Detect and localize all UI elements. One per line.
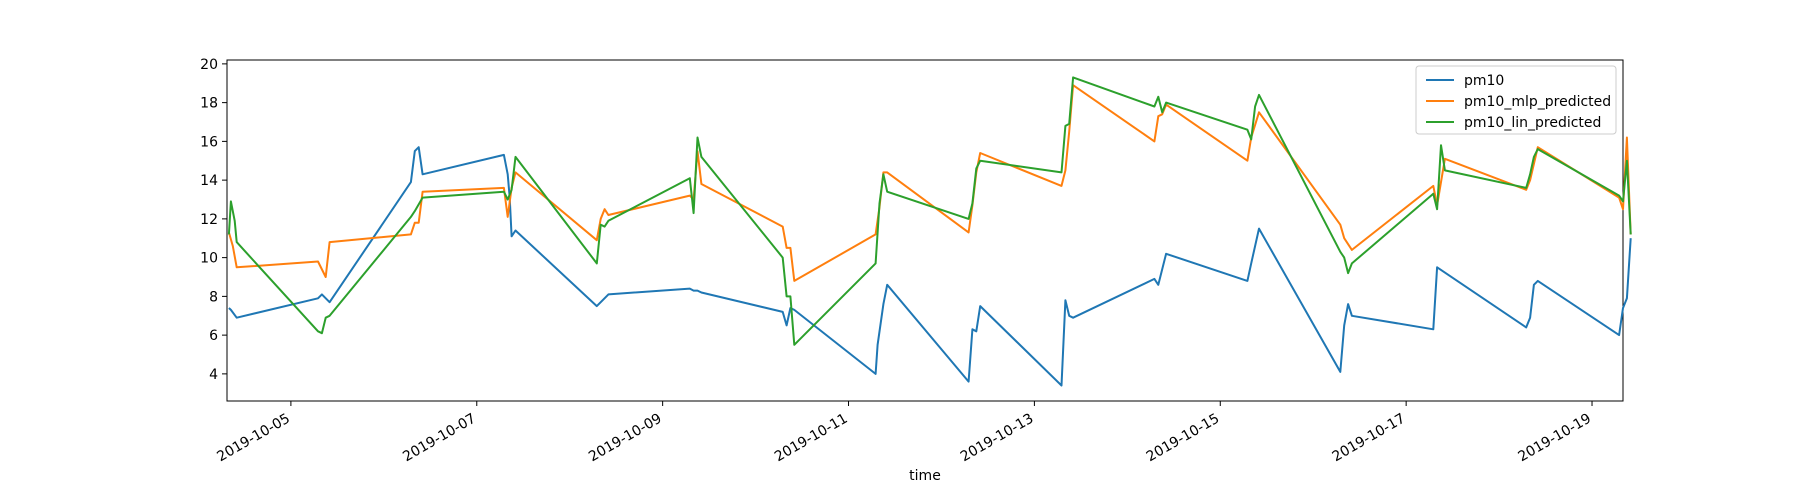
y-tick-label: 12: [200, 212, 218, 228]
y-tick-label: 20: [200, 57, 218, 73]
legend-label-pm10-mlp-predicted: pm10_mlp_predicted: [1464, 94, 1611, 110]
x-tick-label: 2019-10-11: [772, 411, 850, 466]
x-tick-label: 2019-10-13: [958, 411, 1036, 466]
x-axis: 2019-10-05 2019-10-07 2019-10-09 2019-10-11…: [214, 401, 1594, 465]
y-tick-label: 14: [200, 173, 218, 189]
legend-label-pm10: pm10: [1464, 73, 1504, 89]
series-line-pm10: [228, 146, 1632, 387]
y-tick-label: 16: [200, 134, 218, 150]
legend-frame: [1415, 65, 1617, 135]
series-layer: [227, 76, 1632, 387]
x-tick-label: 2019-10-15: [1144, 411, 1222, 466]
x-tick-label: 2019-10-05: [214, 411, 292, 466]
x-axis-label: time: [909, 468, 941, 484]
x-tick-label: 2019-10-17: [1330, 411, 1408, 466]
y-tick-label: 6: [209, 328, 218, 344]
legend-label-pm10-lin-predicted: pm10_lin_predicted: [1464, 115, 1601, 131]
y-tick-label: 4: [209, 367, 218, 383]
legend: pm10 pm10_mlp_predicted pm10_lin_predicted: [1415, 65, 1617, 135]
y-tick-label: 18: [200, 96, 218, 112]
x-tick-label: 2019-10-07: [400, 411, 478, 466]
y-tick-label: 8: [209, 289, 218, 305]
series-line-pm10-lin-predicted: [227, 76, 1632, 346]
plot-area-frame: [226, 59, 1624, 402]
x-tick-label: 2019-10-09: [586, 411, 664, 466]
y-axis: 4 6 8 10 12 14 16 18 20: [200, 57, 227, 383]
y-tick-label: 10: [200, 251, 218, 267]
series-line-pm10-mlp-predicted: [227, 84, 1632, 282]
x-tick-label: 2019-10-19: [1516, 411, 1594, 466]
